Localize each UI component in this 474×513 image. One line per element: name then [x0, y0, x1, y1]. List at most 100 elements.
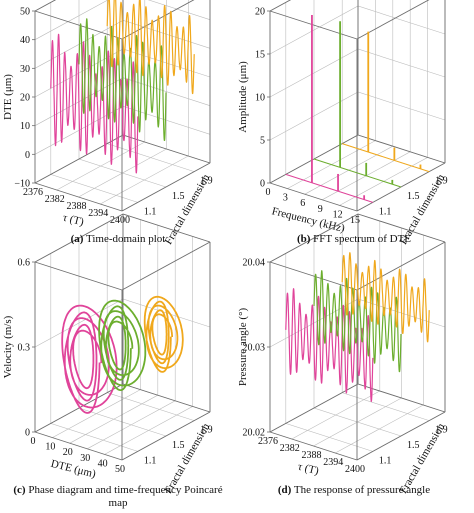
grid-c	[34, 213, 211, 461]
caption-c: (c) Phase diagram and time-frequency Poi…	[6, 484, 230, 510]
box-edge	[269, 261, 358, 291]
tick-label-z: 1.9	[435, 425, 448, 436]
caption-a-text: Time-domain plot	[83, 233, 166, 245]
spectrum-baseline-pink	[285, 173, 373, 203]
tick-label-y: 0	[25, 428, 30, 439]
caption-d-letter: (d)	[277, 484, 292, 496]
box-edge	[121, 241, 211, 291]
gridline-y	[34, 383, 211, 433]
gridline-x	[339, 0, 428, 206]
tick-label-z: 1.9	[200, 425, 213, 436]
y-axis-label: Velocity (m/s)	[2, 315, 14, 378]
series-group-c	[61, 295, 184, 414]
time-series-green	[78, 18, 167, 141]
tick-label-z: 1.1	[144, 206, 157, 217]
time-series-green	[313, 270, 402, 373]
gridline-x	[121, 242, 211, 461]
tick-label-x: 30	[80, 453, 90, 464]
box-edge	[357, 213, 446, 243]
tick-label-y: 20.03	[243, 343, 266, 354]
tick-label-x: 12	[333, 209, 343, 220]
tick-label-z: 1.5	[407, 191, 420, 202]
grid-d	[269, 213, 446, 461]
box-edge	[121, 162, 211, 212]
gridline-z	[285, 2, 373, 203]
tick-label-x: 2382	[45, 194, 65, 205]
box-edge	[356, 411, 446, 461]
gridline-y	[269, 5, 446, 55]
tick-label-x: 2400	[345, 464, 365, 475]
box-edge	[34, 261, 123, 291]
axes-box-b	[269, 0, 446, 212]
tick-label-z: 1.5	[172, 191, 185, 202]
tick-label-y: 40	[20, 35, 30, 46]
caption-a: (a) Time-domain plot	[2, 233, 234, 246]
tick-label-y: 10	[20, 121, 30, 132]
tick-label-z: 1.1	[144, 455, 157, 466]
tick-label-y: 0.6	[18, 258, 31, 269]
grid-b	[269, 0, 446, 212]
tick-label-y: −10	[14, 179, 30, 190]
caption-c-letter: (c)	[13, 484, 26, 496]
box-edge	[122, 383, 211, 413]
box-edge	[122, 213, 211, 243]
box-edge	[357, 134, 446, 164]
phase-trajectory-green	[98, 299, 147, 392]
gridline-y	[34, 0, 211, 40]
series-group-d	[285, 252, 430, 402]
gridline-x	[287, 0, 376, 189]
tick-label-x: 6	[300, 198, 305, 209]
gridline-y	[269, 134, 446, 184]
box-edge	[34, 0, 57, 12]
tick-label-x: 2394	[88, 208, 108, 219]
chart-c: 0 0.3 0.6 0 10 20 30 40 50 1.1 1.5 1.9 Velocity (m/s…	[2, 213, 213, 496]
tick-label-x: 40	[98, 458, 108, 469]
tick-label-y: 5	[260, 136, 265, 147]
axes-box-c	[34, 213, 211, 461]
spectrum-baseline-green	[313, 158, 402, 188]
tick-label-y: 20	[255, 7, 265, 18]
time-series-orange	[341, 252, 430, 343]
box-edge	[356, 0, 430, 40]
phase-trajectory-orange	[143, 295, 184, 373]
x-axis-label: τ (T)	[61, 212, 85, 229]
axes-box-d	[269, 213, 446, 461]
tick-label-x: 2382	[280, 443, 300, 454]
caption-d-text: The response of pressure angle	[291, 484, 431, 496]
tick-label-x: 15	[350, 215, 360, 226]
box-edge	[34, 182, 123, 212]
caption-c-text: Phase diagram and time-frequency Poincar…	[25, 484, 223, 509]
tick-label-x: 2388	[67, 201, 87, 212]
series-group-b	[285, 15, 430, 203]
caption-b-letter: (b)	[296, 233, 311, 245]
gridline-z	[341, 0, 430, 172]
spectrum-baseline-orange	[342, 143, 430, 173]
chart-b: 0 5 10 15 20 0 3 6 9 12 15 1.1 1.5 1.9 Amplitude (μm) F…	[237, 0, 448, 247]
series-group-a	[50, 0, 195, 174]
box-edge	[269, 0, 292, 12]
tick-label-x: 2388	[302, 450, 322, 461]
caption-b: (b) FFT spectrum of DTE	[238, 233, 470, 246]
caption-b-text: FFT spectrum of DTE	[310, 233, 412, 245]
box-edge	[269, 182, 358, 212]
tick-label-x: 2376	[258, 436, 278, 447]
tick-label-y: 0	[25, 150, 30, 161]
tick-label-z: 1.1	[379, 455, 392, 466]
caption-a-letter: (a)	[70, 233, 84, 245]
tick-label-y: 20.02	[243, 428, 266, 439]
tick-label-y: 0	[260, 179, 265, 190]
caption-d: (d) The response of pressure angle	[238, 484, 470, 497]
tick-label-z: 1.1	[379, 206, 392, 217]
tick-label-y: 15	[255, 50, 265, 61]
box-edge	[34, 213, 124, 263]
tick-label-y: 30	[20, 64, 30, 75]
gridline-y	[269, 383, 446, 433]
tick-label-x: 20	[63, 447, 73, 458]
box-edge	[34, 431, 123, 461]
tick-label-x: 2394	[323, 457, 343, 468]
tick-label-y: 20.04	[243, 258, 266, 269]
time-series-pink	[285, 288, 374, 402]
time-series-orange	[106, 0, 195, 95]
